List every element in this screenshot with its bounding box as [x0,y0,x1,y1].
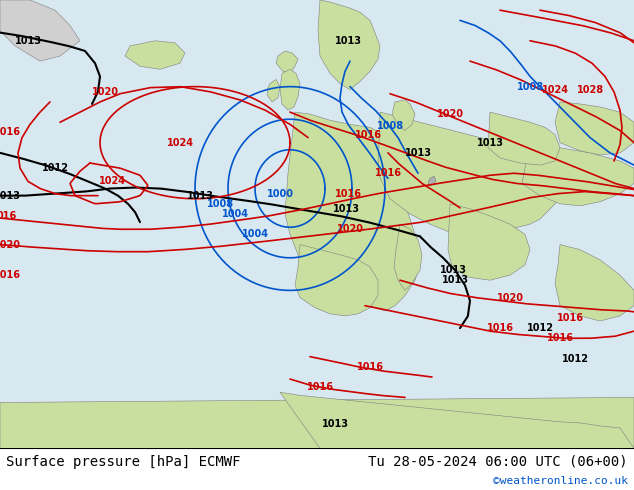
Text: 1013: 1013 [404,148,432,158]
Text: 1016: 1016 [0,127,20,138]
Polygon shape [276,51,298,74]
Text: 1016: 1016 [335,189,361,198]
Text: 1024: 1024 [541,85,569,95]
Text: 016: 016 [0,211,17,221]
Polygon shape [125,41,185,69]
Polygon shape [318,0,380,90]
Polygon shape [428,176,436,185]
Text: 1013: 1013 [477,138,503,147]
Text: 1013: 1013 [439,265,467,275]
Text: 1008: 1008 [517,82,543,92]
Polygon shape [267,79,280,102]
Text: Surface pressure [hPa] ECMWF: Surface pressure [hPa] ECMWF [6,455,240,468]
Text: 1020: 1020 [337,224,363,234]
Polygon shape [378,112,560,234]
Polygon shape [285,112,420,311]
Text: 1000: 1000 [266,189,294,198]
Text: 1008: 1008 [377,122,404,131]
Polygon shape [280,69,300,110]
Text: 1020: 1020 [91,87,119,97]
Polygon shape [280,392,634,448]
Text: 1016: 1016 [306,382,333,392]
Text: 1013: 1013 [332,204,359,214]
Text: 1016: 1016 [547,333,574,343]
Text: 1024: 1024 [167,138,193,147]
Polygon shape [522,143,634,206]
Text: Tu 28-05-2024 06:00 UTC (06+00): Tu 28-05-2024 06:00 UTC (06+00) [368,455,628,468]
Polygon shape [295,245,378,316]
Polygon shape [555,102,634,155]
Text: 1012: 1012 [526,323,553,333]
Text: 1020: 1020 [0,240,20,249]
Text: 1016: 1016 [354,129,382,140]
Polygon shape [0,0,80,61]
Text: 1020: 1020 [496,293,524,302]
Text: 1013: 1013 [335,36,361,46]
Text: 1013: 1013 [441,275,469,285]
Text: 1016: 1016 [486,323,514,333]
Text: 1004: 1004 [242,229,269,239]
Polygon shape [448,204,530,280]
Text: 1016: 1016 [375,168,401,178]
Text: 1012: 1012 [562,354,588,364]
Polygon shape [488,112,560,165]
Text: 1013: 1013 [0,191,20,200]
Text: 1013: 1013 [321,419,349,429]
Text: 1008: 1008 [207,199,233,209]
Polygon shape [0,397,634,448]
Text: 1012: 1012 [41,163,68,173]
Polygon shape [555,245,634,321]
Text: 1013: 1013 [15,36,41,46]
Text: 1013: 1013 [186,191,214,200]
Text: 1016: 1016 [0,270,20,280]
Text: 1020: 1020 [436,109,463,119]
Text: 1028: 1028 [576,85,604,95]
Polygon shape [394,224,422,291]
Text: 1004: 1004 [221,209,249,219]
Text: 1016: 1016 [356,362,384,372]
Polygon shape [392,100,415,130]
Text: 1016: 1016 [557,313,583,323]
Text: ©weatheronline.co.uk: ©weatheronline.co.uk [493,475,628,486]
Text: 1024: 1024 [98,176,126,186]
